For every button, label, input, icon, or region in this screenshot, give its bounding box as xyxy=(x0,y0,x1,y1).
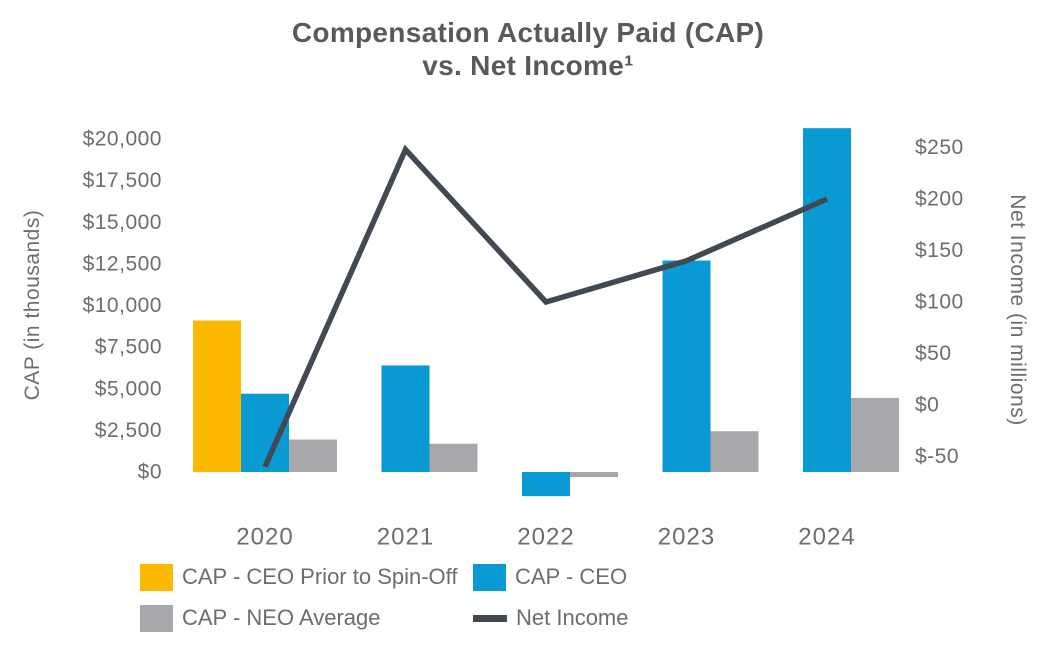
right-axis-tick-0: $0 xyxy=(915,394,939,417)
legend-label: CAP - NEO Average xyxy=(182,605,381,630)
x-axis-label-2023: 2023 xyxy=(658,524,715,551)
x-axis-label-2021: 2021 xyxy=(377,524,434,551)
chart-title-line1: Compensation Actually Paid (CAP) xyxy=(291,17,765,48)
bar-cap-neo-average-2020 xyxy=(289,439,337,472)
left-axis-tick-2500: $2,500 xyxy=(95,419,162,442)
left-axis-tick-15000: $15,000 xyxy=(83,211,162,234)
right-axis-tick-100: $100 xyxy=(915,291,964,314)
legend-item-cap-ceo: CAP - CEO xyxy=(473,563,629,591)
left-axis-tick-10000: $10,000 xyxy=(83,294,162,317)
legend-swatch-gray-bar-icon xyxy=(140,604,173,632)
bar-cap-neo-average-2022 xyxy=(570,472,618,477)
legend-swatch-blue-bar-icon xyxy=(473,563,506,591)
right-axis-tick-200: $200 xyxy=(915,188,964,211)
legend-label: CAP - CEO Prior to Spin-Off xyxy=(182,564,458,589)
bar-cap-neo-average-2024 xyxy=(851,397,899,472)
right-axis-tick-50: $50 xyxy=(915,342,952,365)
legend-item-cap-ceo-prior-to-spin-off: CAP - CEO Prior to Spin-Off xyxy=(140,563,473,591)
legend-label: CAP - CEO xyxy=(515,564,628,589)
left-axis-tick-5000: $5,000 xyxy=(95,377,162,400)
chart-legend: CAP - CEO Prior to Spin-Off CAP - CEO CA… xyxy=(140,563,629,632)
net-income-line xyxy=(262,144,829,468)
chart-title: Compensation Actually Paid (CAP) vs. Net… xyxy=(0,16,1056,82)
x-axis-label-2020: 2020 xyxy=(236,524,293,551)
right-axis-tick--50: $-50 xyxy=(915,445,959,468)
legend-swatch-line-icon xyxy=(473,614,507,622)
legend-swatch-yellow-bar-icon xyxy=(140,563,173,591)
bar-cap-ceo-prior-to-spin-off-2020 xyxy=(193,320,241,472)
legend-label: Net Income xyxy=(516,605,629,630)
left-axis-tick-17500: $17,500 xyxy=(83,169,162,192)
bar-cap-neo-average-2023 xyxy=(710,431,759,472)
left-axis-tick-7500: $7,500 xyxy=(95,336,162,359)
left-axis-tick-12500: $12,500 xyxy=(83,252,162,275)
left-axis-tick-0: $0 xyxy=(138,461,162,484)
bar-cap-ceo-2023 xyxy=(662,260,711,472)
bar-cap-ceo-2021 xyxy=(381,365,430,472)
right-axis-tick-250: $250 xyxy=(915,136,964,159)
x-axis-label-2022: 2022 xyxy=(517,524,574,551)
right-axis-tick-150: $150 xyxy=(915,239,964,262)
legend-item-net-income: Net Income xyxy=(473,604,629,632)
bar-cap-ceo-2022 xyxy=(522,472,570,497)
bar-cap-neo-average-2021 xyxy=(429,443,478,472)
bar-cap-ceo-2024 xyxy=(803,128,851,473)
x-axis-label-2024: 2024 xyxy=(798,524,855,551)
legend-item-cap-neo-average: CAP - NEO Average xyxy=(140,604,473,632)
chart-title-line2: vs. Net Income¹ xyxy=(422,50,634,81)
left-axis-tick-20000: $20,000 xyxy=(83,128,162,151)
